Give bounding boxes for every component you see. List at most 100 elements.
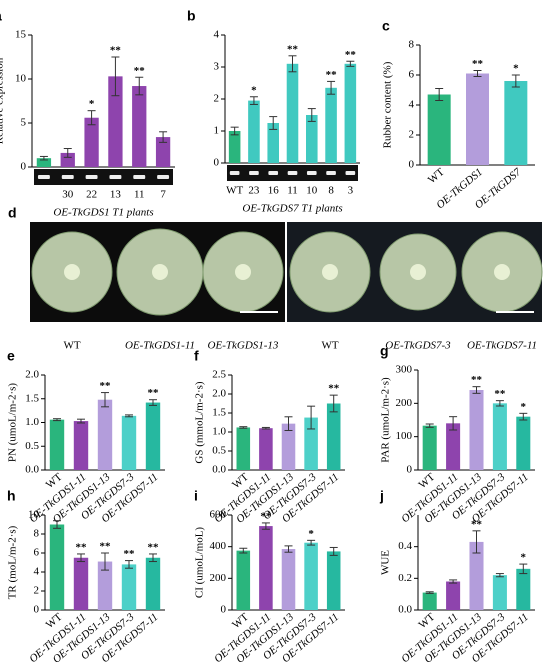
x-tick-label: 22 bbox=[86, 189, 97, 201]
panel-letter: d bbox=[8, 205, 17, 221]
significance: ** bbox=[148, 387, 160, 399]
bar bbox=[97, 399, 113, 470]
y-tick-label: 1 bbox=[214, 125, 220, 137]
error-bar bbox=[125, 414, 133, 418]
y-tick-label: 0 bbox=[409, 159, 415, 171]
error-bar bbox=[239, 426, 248, 429]
y-tick-label: 400 bbox=[210, 540, 227, 552]
bar bbox=[281, 423, 296, 470]
bar bbox=[325, 87, 337, 163]
photo-label: WT bbox=[321, 340, 338, 352]
bar bbox=[49, 419, 65, 470]
significance: ** bbox=[100, 541, 112, 553]
error-bar bbox=[135, 76, 144, 96]
bar bbox=[236, 550, 251, 610]
bar bbox=[132, 86, 147, 167]
y-tick-label: 5 bbox=[21, 117, 27, 129]
error-bar bbox=[288, 55, 297, 73]
error-bar bbox=[284, 545, 293, 553]
y-tick-label: 0.5 bbox=[212, 445, 226, 457]
significance: ** bbox=[471, 374, 483, 386]
bar bbox=[248, 100, 260, 163]
y-tick-label: 4 bbox=[214, 29, 220, 41]
y-tick-label: 2 bbox=[409, 129, 415, 141]
y-tick-label: 600 bbox=[210, 509, 227, 521]
y-tick-label: 6 bbox=[34, 547, 40, 559]
error-bar bbox=[101, 392, 109, 408]
bar bbox=[259, 526, 273, 610]
bar bbox=[422, 592, 437, 610]
y-tick-label: 0.0 bbox=[25, 464, 39, 476]
error-bar bbox=[39, 155, 48, 161]
bar bbox=[427, 94, 451, 165]
x-tick-label: 11 bbox=[287, 185, 298, 197]
error-bar bbox=[346, 60, 355, 67]
significance: ** bbox=[100, 380, 112, 392]
x-tick-label: 30 bbox=[62, 189, 74, 201]
x-axis-label: OE-TkGDS1 T1 plants bbox=[53, 207, 153, 219]
error-bar bbox=[472, 530, 481, 554]
y-tick-label: 10 bbox=[15, 73, 27, 85]
photo-label: OE-TkGDS7-11 bbox=[467, 340, 537, 352]
bar bbox=[60, 152, 75, 167]
error-bar bbox=[87, 110, 96, 126]
y-axis-label: Relative expression bbox=[0, 57, 6, 144]
y-tick-label: 200 bbox=[210, 572, 227, 584]
x-tick-label: 3 bbox=[348, 185, 354, 197]
photo-label: WT bbox=[63, 340, 80, 352]
bar bbox=[145, 557, 161, 610]
bar bbox=[121, 415, 137, 470]
bar bbox=[504, 81, 528, 165]
x-tick-label: 11 bbox=[134, 189, 145, 201]
error-bar bbox=[230, 126, 239, 136]
error-bar bbox=[63, 148, 72, 158]
y-tick-label: 1.5 bbox=[212, 407, 226, 419]
bar bbox=[84, 117, 99, 167]
bar bbox=[516, 568, 531, 610]
error-bar bbox=[495, 573, 504, 578]
error-bar bbox=[261, 426, 270, 430]
bar bbox=[108, 76, 123, 167]
gel-band bbox=[109, 175, 122, 179]
gel-band bbox=[326, 171, 336, 175]
error-bar bbox=[425, 591, 434, 594]
significance: ** bbox=[471, 518, 483, 530]
panel-letter: j bbox=[379, 488, 384, 504]
y-axis-label: PN (umoL/m-2·s) bbox=[7, 383, 19, 462]
y-tick-label: 0 bbox=[221, 604, 227, 616]
x-tick-label: 10 bbox=[306, 185, 318, 197]
y-tick-label: 0 bbox=[214, 157, 220, 169]
gel-band bbox=[229, 171, 240, 175]
bar bbox=[236, 427, 251, 470]
bar bbox=[73, 421, 89, 470]
significance: ** bbox=[76, 541, 88, 553]
gel-band bbox=[287, 171, 298, 175]
y-axis-label: PAR (umoL/m-2·s) bbox=[380, 377, 392, 463]
bar bbox=[469, 390, 484, 470]
y-axis-label: Rubber content (%) bbox=[382, 61, 394, 148]
bar bbox=[344, 63, 357, 163]
y-tick-label: 8 bbox=[34, 528, 40, 540]
error-bar bbox=[149, 553, 157, 563]
y-tick-label: 300 bbox=[396, 364, 413, 376]
bar bbox=[446, 423, 461, 470]
plant-centers bbox=[64, 264, 510, 280]
error-bar bbox=[77, 418, 85, 424]
y-tick-label: 10 bbox=[28, 509, 40, 521]
error-bar bbox=[449, 416, 458, 431]
bar bbox=[446, 581, 461, 610]
error-bar bbox=[329, 394, 338, 413]
bar bbox=[286, 63, 299, 163]
significance: ** bbox=[124, 548, 136, 560]
error-bar bbox=[239, 547, 248, 554]
bar bbox=[155, 137, 171, 167]
x-tick-label: 8 bbox=[328, 185, 334, 197]
error-bar bbox=[149, 399, 157, 406]
significance: ** bbox=[328, 383, 340, 395]
gel-band bbox=[85, 175, 98, 179]
y-tick-label: 1.0 bbox=[25, 416, 39, 428]
bar bbox=[469, 541, 484, 610]
gel-band bbox=[157, 175, 170, 179]
bar bbox=[267, 123, 279, 163]
